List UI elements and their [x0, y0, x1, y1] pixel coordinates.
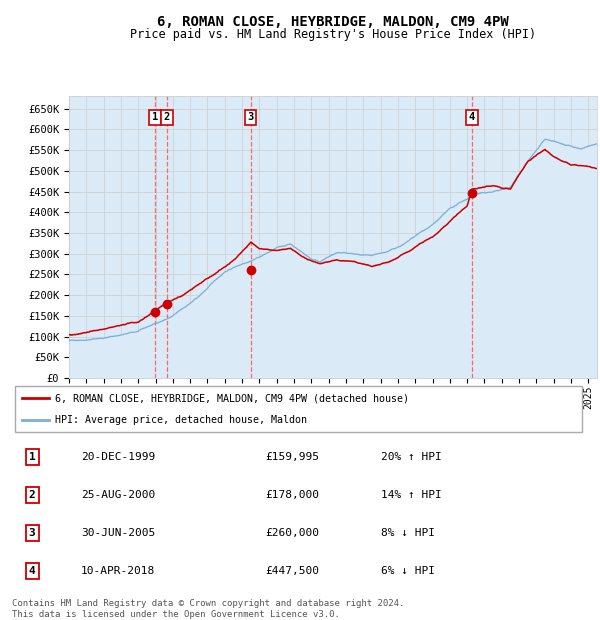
Text: 20% ↑ HPI: 20% ↑ HPI: [380, 453, 442, 463]
Text: 2: 2: [29, 490, 35, 500]
Text: Price paid vs. HM Land Registry's House Price Index (HPI): Price paid vs. HM Land Registry's House …: [130, 28, 536, 40]
Text: 1: 1: [152, 112, 158, 122]
Text: £178,000: £178,000: [265, 490, 319, 500]
Text: 30-JUN-2005: 30-JUN-2005: [81, 528, 155, 538]
Text: £447,500: £447,500: [265, 566, 319, 576]
Text: 6% ↓ HPI: 6% ↓ HPI: [380, 566, 434, 576]
Text: 3: 3: [29, 528, 35, 538]
Text: 20-DEC-1999: 20-DEC-1999: [81, 453, 155, 463]
Text: 1: 1: [29, 453, 35, 463]
Text: Contains HM Land Registry data © Crown copyright and database right 2024.
This d: Contains HM Land Registry data © Crown c…: [12, 600, 404, 619]
Text: 4: 4: [469, 112, 475, 122]
Text: £260,000: £260,000: [265, 528, 319, 538]
Text: 3: 3: [248, 112, 254, 122]
Text: 4: 4: [29, 566, 35, 576]
Text: £159,995: £159,995: [265, 453, 319, 463]
Text: 25-AUG-2000: 25-AUG-2000: [81, 490, 155, 500]
Text: 8% ↓ HPI: 8% ↓ HPI: [380, 528, 434, 538]
Text: 2: 2: [164, 112, 170, 122]
Text: 6, ROMAN CLOSE, HEYBRIDGE, MALDON, CM9 4PW: 6, ROMAN CLOSE, HEYBRIDGE, MALDON, CM9 4…: [157, 15, 509, 29]
Text: 14% ↑ HPI: 14% ↑ HPI: [380, 490, 442, 500]
Text: HPI: Average price, detached house, Maldon: HPI: Average price, detached house, Mald…: [55, 415, 307, 425]
Text: 6, ROMAN CLOSE, HEYBRIDGE, MALDON, CM9 4PW (detached house): 6, ROMAN CLOSE, HEYBRIDGE, MALDON, CM9 4…: [55, 393, 409, 403]
Text: 10-APR-2018: 10-APR-2018: [81, 566, 155, 576]
FancyBboxPatch shape: [15, 386, 582, 432]
